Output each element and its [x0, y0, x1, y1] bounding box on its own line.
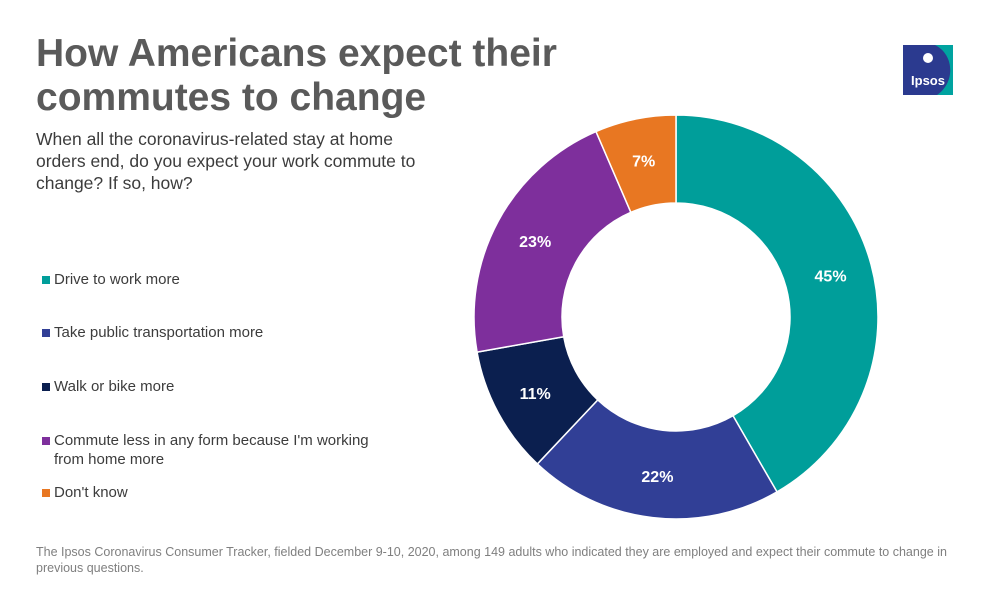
legend-swatch	[42, 489, 50, 497]
legend-item-public-transport: Take public transportation more	[42, 323, 414, 342]
legend-label: Drive to work more	[54, 271, 180, 288]
legend-label: Walk or bike more	[54, 378, 175, 395]
data-label-commute-less: 23%	[519, 234, 551, 251]
legend-label: Commute less in any form because I'm wor…	[54, 432, 369, 468]
legend-item-drive: Drive to work more	[42, 270, 414, 289]
donut-slice-dont-know	[595, 114, 677, 214]
legend-item-commute-less: Commute less in any form because I'm wor…	[42, 431, 384, 469]
legend-swatch	[42, 437, 50, 445]
donut-slice-public-transport	[536, 398, 779, 520]
legend-label: Take public transportation more	[54, 324, 264, 341]
legend-item-walk-bike: Walk or bike more	[42, 377, 414, 396]
legend-swatch	[42, 276, 50, 284]
donut-slice-drive	[675, 114, 879, 493]
logo-head	[923, 53, 933, 63]
data-label-drive: 45%	[815, 269, 847, 286]
logo-teal-wave	[935, 45, 953, 95]
data-label-public-transport: 22%	[641, 469, 673, 486]
legend-swatch	[42, 329, 50, 337]
data-label-walk-bike: 11%	[520, 386, 551, 403]
legend-label: Don't know	[54, 484, 128, 501]
chart-subtitle: When all the coronavirus-related stay at…	[36, 129, 416, 193]
chart-title: How Americans expect their commutes to c…	[36, 32, 557, 119]
footnote: The Ipsos Coronavirus Consumer Tracker, …	[36, 545, 947, 575]
legend-swatch	[42, 383, 50, 391]
logo-wordmark: Ipsos	[911, 73, 945, 88]
donut-slice-commute-less	[473, 130, 632, 353]
legend-item-dont-know: Don't know	[42, 483, 414, 502]
data-label-dont-know: 7%	[632, 153, 655, 170]
ipsos-logo: Ipsos	[903, 45, 953, 95]
